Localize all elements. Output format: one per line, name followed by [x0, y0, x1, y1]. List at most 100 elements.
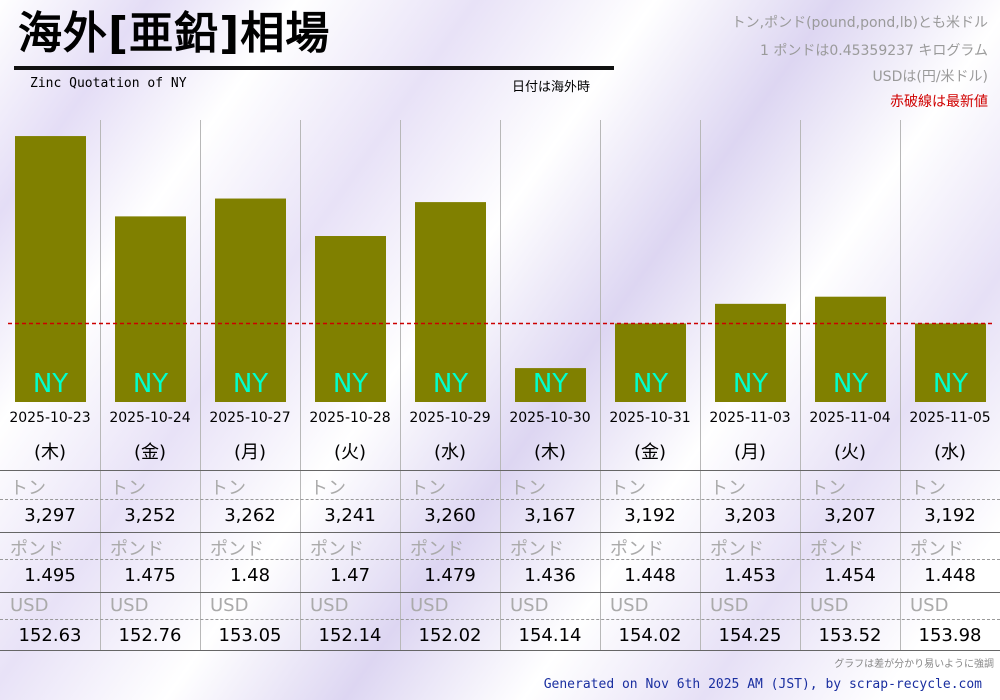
- table-cell: 3,167: [524, 505, 576, 526]
- unit-label: USD: [910, 595, 949, 616]
- unit-label: USD: [210, 595, 249, 616]
- bar-label: NY: [233, 369, 268, 399]
- unit-label: USD: [510, 595, 549, 616]
- date-tick-label: 2025-11-05: [909, 410, 991, 426]
- column-separator: [200, 120, 201, 650]
- date-tick-label: 2025-10-29: [409, 410, 491, 426]
- table-rule: [0, 499, 1000, 500]
- unit-label: トン: [510, 478, 546, 499]
- table-cell: 1.48: [229, 565, 271, 586]
- unit-label: USD: [710, 595, 749, 616]
- column-separator: [800, 120, 801, 650]
- date-tick-label: 2025-10-28: [309, 410, 391, 426]
- unit-label: トン: [210, 478, 246, 499]
- weekday-label: (火): [833, 442, 867, 463]
- column-separator: [300, 120, 301, 650]
- column-separator: [500, 120, 501, 650]
- footer-note: グラフは差が分かり易いように強調: [834, 659, 994, 670]
- unit-label: トン: [810, 478, 846, 499]
- table-rule: [0, 619, 1000, 620]
- date-tick-label: 2025-11-04: [809, 410, 891, 426]
- weekday-label: (金): [133, 442, 167, 463]
- date-tick-label: 2025-10-23: [9, 410, 91, 426]
- column-separator: [600, 120, 601, 650]
- latest-line-note: 赤破線は最新値: [890, 94, 988, 110]
- date-tick-label: 2025-10-27: [209, 410, 291, 426]
- table-cell: 152.02: [418, 625, 482, 646]
- unit-label: トン: [110, 478, 146, 499]
- table-cell: 3,262: [224, 505, 276, 526]
- table-cell: 3,297: [24, 505, 76, 526]
- bar-label: NY: [433, 369, 468, 399]
- page-title: 海外[亜鉛]相場: [18, 8, 331, 59]
- weekday-label: (木): [33, 442, 67, 463]
- date-tick-label: 2025-10-24: [109, 410, 191, 426]
- table-cell: 154.25: [718, 625, 782, 646]
- table-cell: 152.63: [18, 625, 82, 646]
- table-cell: 3,192: [624, 505, 676, 526]
- bar-label: NY: [733, 369, 768, 399]
- bar: [715, 303, 786, 402]
- column-separator: [100, 120, 101, 650]
- table-cell: 154.02: [618, 625, 682, 646]
- pound-conversion-note: 1 ポンドは0.45359237 キログラム: [759, 43, 988, 59]
- unit-label: USD: [610, 595, 649, 616]
- table-cell: 153.05: [218, 625, 282, 646]
- bar-label: NY: [33, 369, 68, 399]
- table-cell: 1.448: [924, 565, 976, 586]
- table-cell: 1.495: [24, 565, 76, 586]
- date-tick-label: 2025-11-03: [709, 410, 791, 426]
- bar-label: NY: [933, 369, 968, 399]
- table-cell: 1.448: [624, 565, 676, 586]
- bar: [415, 202, 486, 402]
- unit-label: USD: [10, 595, 49, 616]
- weekday-label: (火): [333, 442, 367, 463]
- generated-credit: Generated on Nov 6th 2025 AM (JST), by s…: [543, 677, 982, 692]
- table-cell: 152.76: [118, 625, 182, 646]
- unit-label: ポンド: [810, 539, 864, 560]
- unit-label: ポンド: [910, 539, 964, 560]
- table-cell: 3,260: [424, 505, 476, 526]
- unit-label: ポンド: [310, 539, 364, 560]
- bar-label: NY: [833, 369, 868, 399]
- unit-label: ポンド: [10, 539, 64, 560]
- table-cell: 1.479: [424, 565, 476, 586]
- weekday-label: (金): [633, 442, 667, 463]
- table-cell: 3,203: [724, 505, 776, 526]
- bar: [815, 296, 886, 402]
- chart-subtitle: Zinc Quotation of NY: [30, 76, 187, 91]
- unit-label: トン: [310, 478, 346, 499]
- unit-label: トン: [710, 478, 746, 499]
- unit-label: トン: [910, 478, 946, 499]
- bar-label: NY: [633, 369, 668, 399]
- bar: [515, 368, 586, 402]
- column-separator: [900, 120, 901, 650]
- table-rule: [0, 532, 1000, 533]
- column-separator: [700, 120, 701, 650]
- usd-note: USDは(円/米ドル): [872, 69, 988, 85]
- unit-label: トン: [10, 478, 46, 499]
- unit-label: USD: [310, 595, 349, 616]
- unit-label: ポンド: [710, 539, 764, 560]
- table-cell: 152.14: [318, 625, 382, 646]
- table-cell: 153.98: [918, 625, 982, 646]
- table-cell: 3,241: [324, 505, 376, 526]
- title-underline: [14, 66, 614, 70]
- bar-label: NY: [333, 369, 368, 399]
- weekday-label: (月): [233, 442, 267, 463]
- unit-label: ポンド: [110, 539, 164, 560]
- table-cell: 3,252: [124, 505, 176, 526]
- weekday-label: (水): [933, 442, 967, 463]
- unit-label: USD: [810, 595, 849, 616]
- table-cell: 1.454: [824, 565, 876, 586]
- unit-label: USD: [110, 595, 149, 616]
- weekday-label: (木): [533, 442, 567, 463]
- bar: [15, 136, 86, 402]
- table-cell: 1.453: [724, 565, 776, 586]
- unit-note: トン,ポンド(pound,pond,lb)とも米ドル: [731, 15, 988, 31]
- table-rule: [0, 470, 1000, 471]
- bar: [115, 216, 186, 402]
- bar: [315, 236, 386, 402]
- table-cell: 153.52: [818, 625, 882, 646]
